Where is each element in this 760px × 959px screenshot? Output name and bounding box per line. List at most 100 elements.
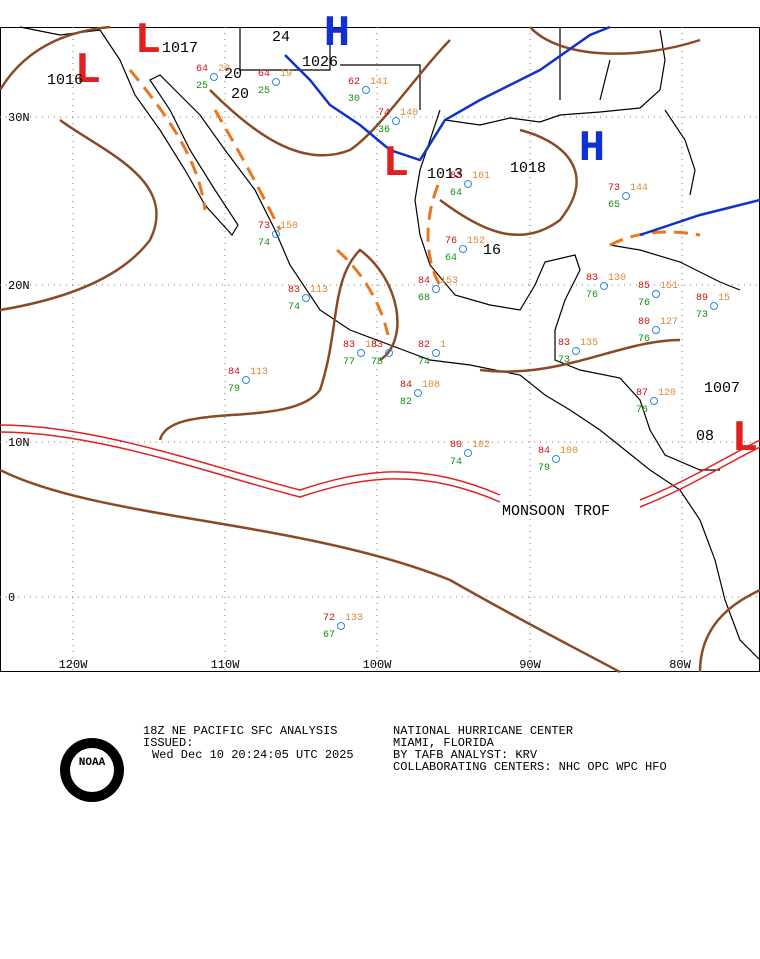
station-pressure: 113 [250, 367, 268, 378]
footer-text: ISSUED: [143, 736, 193, 750]
isobar [439, 128, 578, 236]
station-pressure: 140 [400, 108, 418, 119]
station-pressure: 135 [580, 338, 598, 349]
footer-text: BY TAFB ANALYST: KRV [393, 748, 538, 762]
station-symbol [552, 455, 560, 463]
station-dewpoint: 74 [450, 457, 462, 468]
station-temp: 84 [400, 380, 412, 391]
noaa-logo: NOAA [60, 738, 124, 802]
station-temp: 64 [196, 64, 208, 75]
lon-label: 110W [211, 658, 241, 672]
station-pressure: 150 [280, 221, 298, 232]
lon-label: 80W [669, 658, 691, 672]
pressure-center: L [732, 414, 758, 464]
station-pressure: 152 [467, 236, 485, 247]
station-symbol [242, 376, 250, 384]
station-dewpoint: 76 [638, 334, 650, 345]
logo-inner [70, 748, 114, 792]
station-temp: 84 [538, 446, 550, 457]
station-symbol [385, 349, 393, 357]
trough-line [0, 424, 501, 496]
station-temp: 85 [638, 281, 650, 292]
trough-line [639, 446, 760, 508]
station-dewpoint: 74 [418, 357, 430, 368]
station-temp: 74 [378, 108, 390, 119]
map-frame [0, 27, 760, 672]
station-symbol [432, 285, 440, 293]
station-symbol [357, 349, 365, 357]
station-dewpoint: 76 [636, 405, 648, 416]
station-symbol [710, 302, 718, 310]
station-temp: 84 [228, 367, 240, 378]
pressure-center: L [135, 16, 161, 66]
station-symbol [650, 397, 658, 405]
station-symbol [392, 117, 400, 125]
station-symbol [302, 294, 310, 302]
footer-text: 18Z NE PACIFIC SFC ANALYSIS [143, 724, 337, 738]
station-pressure: 19 [280, 69, 292, 80]
station-temp: 89 [696, 293, 708, 304]
pressure-value: 1016 [47, 72, 83, 89]
station-temp: 72 [323, 613, 335, 624]
pressure-value: 08 [696, 428, 714, 445]
station-temp: 83 [371, 340, 383, 351]
station-symbol [210, 73, 218, 81]
station-temp: 80 [450, 440, 462, 451]
station-dewpoint: 30 [348, 94, 360, 105]
isobar [0, 118, 158, 312]
station-pressure: 130 [608, 273, 626, 284]
isobar-label: 24 [272, 29, 290, 46]
station-pressure: 15 [718, 293, 730, 304]
station-dewpoint: 79 [228, 384, 240, 395]
station-dewpoint: 64 [445, 253, 457, 264]
lat-label: 30N [8, 111, 30, 125]
trough [213, 109, 282, 231]
us-gulf-coast [444, 29, 666, 126]
trough [336, 248, 390, 336]
station-temp: 73 [258, 221, 270, 232]
station-pressure: 144 [630, 183, 648, 194]
station-dewpoint: 76 [586, 290, 598, 301]
station-pressure: 141 [370, 77, 388, 88]
pressure-value: 16 [483, 242, 501, 259]
station-symbol [622, 192, 630, 200]
station-symbol [432, 349, 440, 357]
station-temp: 83 [343, 340, 355, 351]
station-temp: 62 [348, 77, 360, 88]
borders [19, 26, 611, 110]
lon-label: 120W [59, 658, 89, 672]
pressure-value: 1026 [302, 54, 338, 71]
station-temp: 83 [450, 171, 462, 182]
monsoon-trough [0, 424, 760, 508]
station-symbol [272, 78, 280, 86]
footer-text: Wed Dec 10 20:24:05 UTC 2025 [152, 748, 354, 762]
station-pressure: 113 [310, 285, 328, 296]
station-pressure: 13 [365, 340, 377, 351]
station-dewpoint: 77 [343, 357, 355, 368]
station-temp: 87 [636, 388, 648, 399]
pressure-value: 1007 [704, 380, 740, 397]
pressure-value: 1013 [427, 166, 463, 183]
trough [128, 69, 207, 211]
station-temp: 73 [608, 183, 620, 194]
station-dewpoint: 68 [418, 293, 430, 304]
station-temp: 82 [418, 340, 430, 351]
station-symbol [652, 326, 660, 334]
station-dewpoint: 25 [196, 81, 208, 92]
station-temp: 83 [586, 273, 598, 284]
lon-label: 100W [363, 658, 393, 672]
logo-text: NOAA [79, 757, 106, 769]
cold-front [639, 198, 760, 237]
station-pressure: 151 [660, 281, 678, 292]
trough-line [0, 431, 501, 503]
florida [664, 109, 696, 196]
station-pressure: 1 [440, 340, 446, 351]
trough [426, 184, 442, 286]
station-pressure: 20 [218, 64, 230, 75]
isobar-label: 20 [224, 66, 242, 83]
station-symbol [459, 245, 467, 253]
station-temp: 64 [258, 69, 270, 80]
